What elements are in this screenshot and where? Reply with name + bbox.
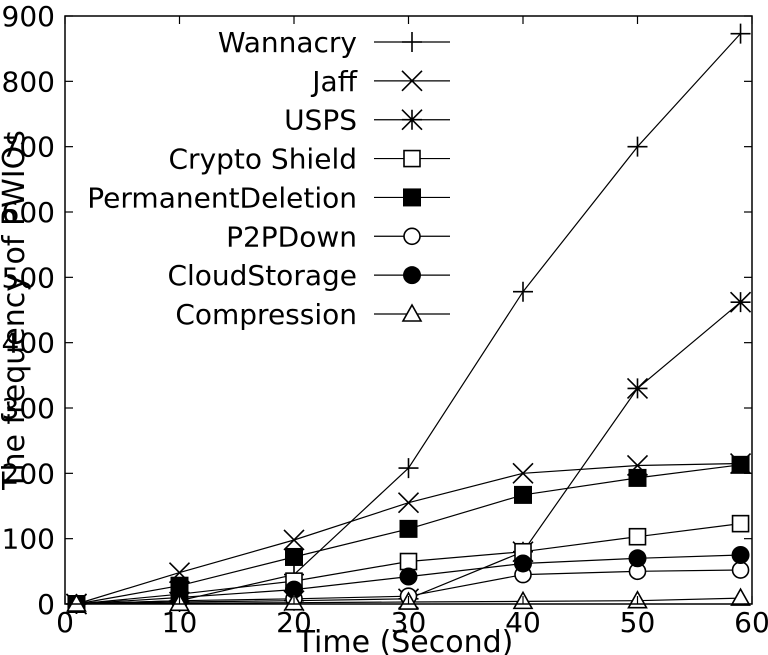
legend-label-6: CloudStorage — [167, 259, 357, 292]
legend-marker-1 — [401, 70, 423, 92]
data-point-3-5 — [628, 527, 647, 546]
data-point-4-2 — [285, 547, 303, 566]
data-point-1-3 — [397, 492, 420, 514]
axes-layer — [64, 15, 753, 605]
data-point-2-6 — [729, 291, 752, 313]
y-tick-label-4: 400 — [2, 327, 55, 360]
y-tick-label-8: 800 — [2, 65, 55, 98]
y-tick-label-7: 700 — [2, 131, 55, 164]
y-tick-label-5: 500 — [2, 261, 55, 294]
data-point-2-5 — [626, 377, 649, 399]
legend-label-4: PermanentDeletion — [87, 181, 357, 214]
data-point-7-6 — [730, 587, 751, 606]
data-point-1-2 — [283, 529, 305, 551]
data-point-4-6 — [731, 455, 750, 474]
legend-marker-0 — [402, 32, 422, 52]
data-point-6-5 — [628, 549, 647, 568]
y-tick-label-2: 200 — [2, 457, 55, 490]
x-tick-label-2: 20 — [276, 606, 312, 639]
legend-label-0: Wannacry — [218, 26, 357, 59]
legend-label-1: Jaff — [310, 65, 357, 98]
data-point-3-6 — [731, 514, 750, 533]
y-tick-label-9: 900 — [2, 0, 55, 33]
legend-marker-7 — [401, 303, 423, 322]
legend-marker-4 — [403, 188, 421, 207]
data-point-5-6 — [731, 561, 750, 579]
legend-label-7: Compression — [175, 298, 357, 331]
data-point-3-3 — [399, 552, 418, 571]
legend-label-3: Crypto Shield — [169, 143, 358, 176]
data-point-0-4 — [513, 281, 533, 302]
legend-marker-5 — [403, 227, 421, 246]
y-axis-label: The frequency of PWIOs — [0, 130, 32, 491]
y-tick-label-3: 300 — [2, 392, 55, 425]
tick-label-layer: 0 10 20 30 40 50 60010020030040050060070080090… — [2, 0, 768, 639]
data-point-0-3 — [398, 458, 419, 479]
legend-marker-3 — [403, 149, 421, 168]
data-point-0-6 — [730, 23, 751, 44]
data-point-1-4 — [512, 462, 534, 484]
x-tick-label-1: 10 — [162, 606, 198, 639]
data-point-4-3 — [399, 519, 418, 538]
data-point-7-0 — [66, 593, 87, 612]
x-tick-label-3: 30 — [391, 606, 427, 639]
data-point-6-3 — [399, 567, 418, 586]
legend-marker-2 — [401, 109, 423, 131]
y-tick-label-1: 100 — [2, 523, 55, 556]
y-tick-label-6: 600 — [2, 196, 55, 229]
x-axis-label: Time (Second) — [296, 625, 514, 655]
legend: Wannacry Jaff USPS Crypto Shield PermanentDe… — [87, 26, 450, 331]
legend-label-5: P2PDown — [226, 220, 357, 253]
x-tick-label-5: 50 — [620, 606, 656, 639]
data-point-4-5 — [628, 468, 647, 487]
x-tick-label-0: 0 — [56, 606, 74, 639]
data-point-0-5 — [627, 136, 648, 157]
data-point-6-4 — [514, 554, 532, 573]
y-tick-label-0: 0 — [37, 588, 55, 621]
x-tick-label-4: 40 — [505, 606, 541, 639]
x-tick-label-6: 60 — [734, 606, 768, 639]
legend-label-2: USPS — [284, 104, 357, 137]
data-point-6-2 — [285, 580, 303, 599]
data-point-6-6 — [731, 546, 750, 564]
data-point-4-4 — [514, 485, 532, 504]
legend-marker-6 — [403, 266, 421, 285]
